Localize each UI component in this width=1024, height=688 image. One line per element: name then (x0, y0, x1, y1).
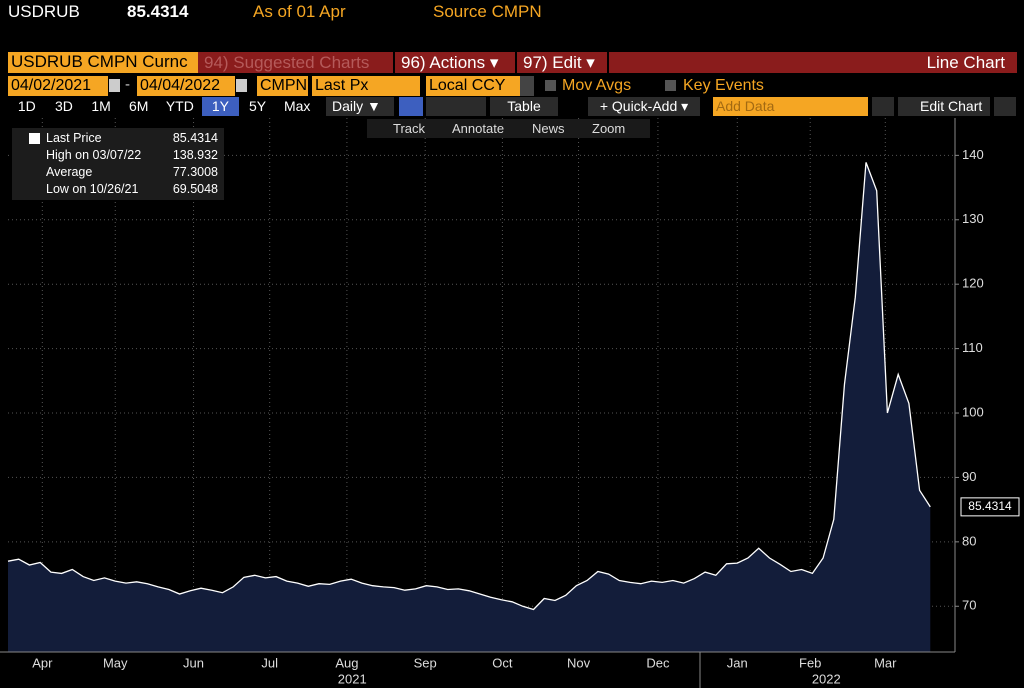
suggested-charts[interactable]: 94) Suggested Charts (198, 52, 393, 73)
period-select[interactable]: Daily ▼ (326, 97, 394, 116)
quick-add[interactable]: + Quick-Add ▾ (588, 97, 700, 116)
line-chart-icon[interactable] (399, 97, 423, 116)
range-button[interactable]: 3D (55, 98, 73, 114)
source: Source CMPN (433, 2, 542, 21)
line (7, 162, 931, 611)
range-button[interactable]: 6M (129, 98, 149, 114)
collapse-button[interactable] (872, 97, 894, 116)
mov-avgs[interactable]: Mov Avgs (562, 77, 632, 94)
legend-label: Low on 10/26/21 (46, 182, 139, 196)
y-tick-label: 90 (962, 469, 976, 484)
y-tick-label: 130 (962, 211, 984, 226)
legend-value: 138.932 (172, 148, 218, 162)
separator: - (125, 76, 130, 93)
legend-label: High on 03/07/22 (46, 148, 142, 162)
last-value-label: 85.4314 (968, 499, 1012, 513)
legend-label: Average (46, 165, 93, 179)
tool-bar: Track Annotate News Zoom (367, 119, 650, 138)
x-tick-label: May (103, 655, 128, 670)
range-button[interactable]: Max (283, 98, 311, 114)
currency[interactable]: Local CCY (426, 76, 520, 96)
field[interactable]: Last Px (312, 76, 420, 96)
y-tick-label: 120 (962, 276, 984, 291)
edit-menu[interactable]: 97) Edit ▾ (517, 52, 607, 73)
tool-button[interactable]: News (532, 121, 565, 136)
x-tick-label: Jan (727, 655, 748, 670)
legend-label: Last Price (46, 131, 102, 145)
calendar-icon[interactable] (236, 79, 247, 92)
legend: Last Price 85.4314 High on 03/07/22 138.932… (12, 128, 224, 200)
chart-style-select[interactable] (426, 97, 486, 116)
x-tick-label: Mar (874, 655, 897, 670)
range-button[interactable]: 1D (17, 98, 36, 114)
actions-menu[interactable]: 96) Actions ▾ (395, 52, 515, 73)
range-button[interactable]: 5Y (249, 98, 267, 114)
range-button[interactable]: 1M (91, 98, 111, 114)
x-group-label: 2021 (338, 671, 367, 686)
security-field[interactable]: USDRUB CMPN Curnc (8, 52, 198, 73)
start-date[interactable]: 04/02/2021 (8, 76, 108, 96)
dropdown-button[interactable] (520, 76, 534, 96)
x-tick-label: Apr (32, 655, 53, 670)
area (8, 162, 931, 652)
y-tick-label: 70 (962, 598, 976, 613)
x-tick-label: Oct (492, 655, 513, 670)
calendar-icon[interactable] (109, 79, 120, 92)
x-tick-label: Aug (335, 655, 358, 670)
price: 85.4314 (127, 2, 189, 21)
x-tick-label: Sep (414, 655, 437, 670)
ticker: USDRUB (8, 2, 80, 21)
add-data-input[interactable]: Add Data (713, 97, 868, 116)
last-value-box (960, 497, 1020, 517)
tool-button[interactable]: Zoom (592, 121, 626, 136)
table-button[interactable]: Table (490, 97, 558, 116)
edit-chart[interactable]: Edit Chart (898, 97, 990, 116)
range-buttons: 1D 3D 1M 6M YTD 1Y 5Y Max (8, 97, 318, 116)
checkbox[interactable] (665, 80, 676, 91)
x-tick-label: Jun (183, 655, 204, 670)
x-tick-label: Nov (567, 655, 591, 670)
x-group-label: 2022 (812, 671, 841, 686)
legend-swatch (29, 133, 40, 144)
chart-type: Line Chart (609, 52, 1017, 73)
y-tick-label: 140 (962, 147, 984, 162)
tool-button[interactable]: Track (393, 121, 426, 136)
tool-button[interactable]: Annotate (452, 121, 505, 136)
key-events[interactable]: Key Events (683, 77, 764, 94)
x-tick-label: Jul (261, 655, 278, 670)
y-tick-label: 100 (962, 404, 984, 419)
legend-value: 85.4314 (172, 131, 218, 145)
settings-button[interactable] (994, 97, 1016, 116)
end-date[interactable]: 04/04/2022 (137, 76, 235, 96)
x-tick-label: Feb (799, 655, 821, 670)
range-button[interactable]: YTD (165, 98, 194, 114)
range-button[interactable]: 1Y (202, 97, 239, 116)
x-tick-label: Dec (646, 655, 670, 670)
legend-value: 77.3008 (172, 165, 218, 179)
y-tick-label: 110 (962, 340, 983, 355)
y-tick-label: 80 (962, 533, 976, 548)
checkbox[interactable] (545, 80, 556, 91)
as-of: As of 01 Apr (253, 2, 346, 21)
pricing-source[interactable]: CMPN (257, 76, 308, 96)
legend-value: 69.5048 (172, 182, 218, 196)
